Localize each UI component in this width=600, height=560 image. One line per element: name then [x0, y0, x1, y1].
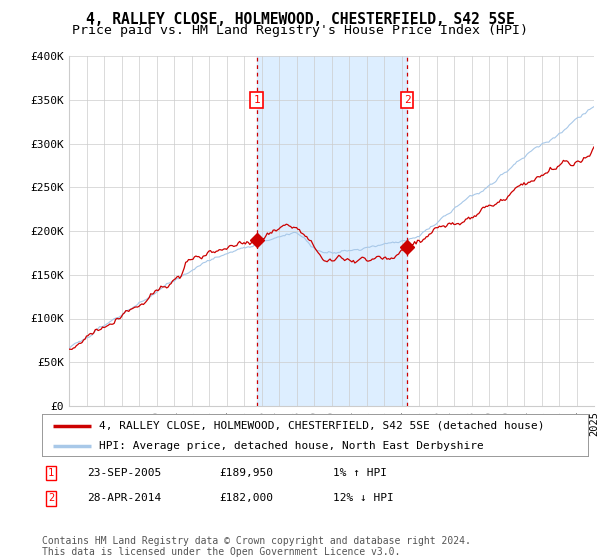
Bar: [257, 56, 407, 406]
Text: £189,950: £189,950: [219, 468, 273, 478]
Text: 1: 1: [253, 95, 260, 105]
Text: Price paid vs. HM Land Registry's House Price Index (HPI): Price paid vs. HM Land Registry's House …: [72, 24, 528, 37]
Text: 1: 1: [48, 468, 54, 478]
Text: 4, RALLEY CLOSE, HOLMEWOOD, CHESTERFIELD, S42 5SE: 4, RALLEY CLOSE, HOLMEWOOD, CHESTERFIELD…: [86, 12, 514, 27]
Text: 12% ↓ HPI: 12% ↓ HPI: [333, 493, 394, 503]
Text: 2: 2: [404, 95, 410, 105]
Text: 1% ↑ HPI: 1% ↑ HPI: [333, 468, 387, 478]
Text: HPI: Average price, detached house, North East Derbyshire: HPI: Average price, detached house, Nort…: [100, 441, 484, 451]
Text: 4, RALLEY CLOSE, HOLMEWOOD, CHESTERFIELD, S42 5SE (detached house): 4, RALLEY CLOSE, HOLMEWOOD, CHESTERFIELD…: [100, 421, 545, 431]
Text: 23-SEP-2005: 23-SEP-2005: [87, 468, 161, 478]
Text: Contains HM Land Registry data © Crown copyright and database right 2024.
This d: Contains HM Land Registry data © Crown c…: [42, 535, 471, 557]
Text: 28-APR-2014: 28-APR-2014: [87, 493, 161, 503]
Text: £182,000: £182,000: [219, 493, 273, 503]
Text: 2: 2: [48, 493, 54, 503]
